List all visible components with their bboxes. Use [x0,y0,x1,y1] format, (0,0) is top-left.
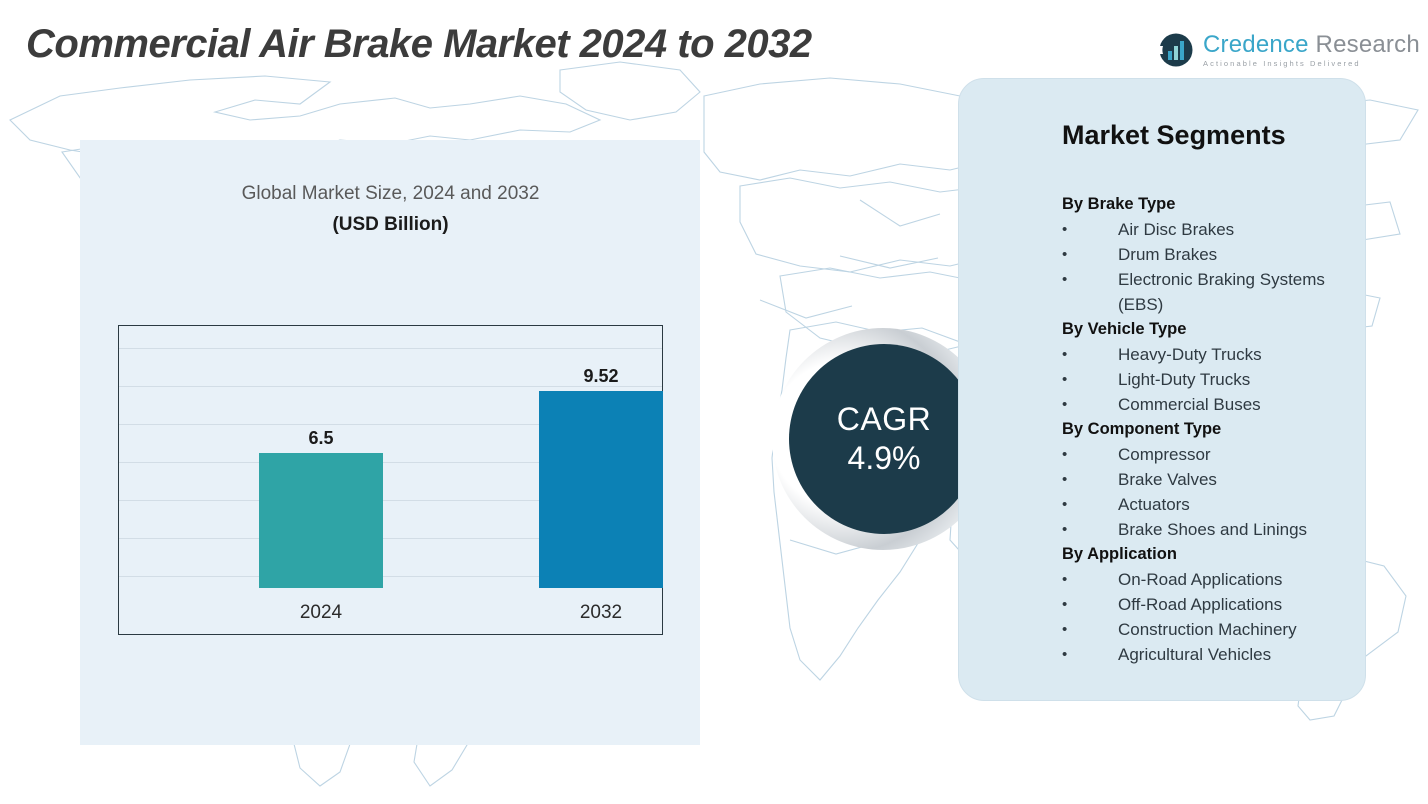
page-title: Commercial Air Brake Market 2024 to 2032 [26,22,812,66]
bullet-icon: • [1062,571,1068,588]
bullet-icon: • [1062,271,1068,288]
segment-list-item: • Construction Machinery [1062,617,1372,642]
gridline [119,386,662,387]
segment-list-item: • Light-Duty Trucks [1062,367,1372,392]
gridline [119,424,662,425]
segment-item-label: Heavy-Duty Trucks [1118,345,1262,364]
bullet-icon: • [1062,496,1068,513]
segment-group-heading: By Brake Type [1062,195,1176,213]
segment-group-heading: By Vehicle Type [1062,320,1187,338]
chart-subtitle: (USD Billion) [332,214,449,235]
segment-item-label: Brake Shoes and Linings [1118,520,1308,539]
segment-item-label: Construction Machinery [1118,620,1297,639]
gridline [119,348,662,349]
segment-list-item: • Off-Road Applications [1062,592,1372,617]
segment-item-label: Off-Road Applications [1118,595,1283,614]
chart-title: Global Market Size, 2024 and 2032 [241,183,540,204]
segment-list-item: • Air Disc Brakes [1062,217,1372,242]
segment-item-label: Drum Brakes [1118,245,1218,264]
segment-item-label: Agricultural Vehicles [1118,645,1272,664]
gridline [119,538,662,539]
bullet-icon: • [1062,471,1068,488]
bullet-icon: • [1062,646,1068,663]
logo-brand-primary: Credence [1203,30,1309,58]
brand-logo[interactable]: Credence Research Actionable Insights De… [1158,32,1420,68]
segment-group-heading: By Application [1062,545,1177,563]
segment-item-label: Brake Valves [1118,470,1217,489]
bar-2024 [259,453,383,588]
segment-item-label: Actuators [1118,495,1190,514]
segment-list-item: • Brake Shoes and Linings [1062,517,1372,542]
logo-brand-secondary: Research [1315,30,1420,58]
segment-item-label: Electronic Braking Systems (EBS) [1118,270,1325,314]
segment-list-item: • Drum Brakes [1062,242,1372,267]
bullet-icon: • [1062,221,1068,238]
gridline [119,576,662,577]
cagr-circle: CAGR 4.9% [789,344,979,534]
segment-group-heading: By Component Type [1062,420,1222,438]
segment-item-label: Commercial Buses [1118,395,1261,414]
segment-item-label: On-Road Applications [1118,570,1283,589]
logo-text-block: Credence Research Actionable Insights De… [1203,30,1420,68]
segment-list-item: • Commercial Buses [1062,392,1372,417]
market-segments-panel [958,78,1366,701]
bullet-icon: • [1062,521,1068,538]
cagr-label: CAGR [836,401,932,437]
market-segments-list: By Brake Type • Air Disc Brakes • Drum Brake… [1062,192,1372,667]
segment-list-item: • Compressor [1062,442,1372,467]
category-label-2024: 2024 [299,602,343,623]
bar-chart-plot-area: 6.5 2024 9.52 2032 [118,325,663,635]
bullet-icon: • [1062,371,1068,388]
bar-value-label-2032: 9.52 [583,366,619,386]
bullet-icon: • [1062,596,1068,613]
bullet-icon: • [1062,246,1068,263]
bar-value-label-2024: 6.5 [308,428,334,448]
logo-tagline: Actionable Insights Delivered [1203,58,1361,68]
cagr-badge: CAGR 4.9% [772,328,994,550]
segment-list-item: • Agricultural Vehicles [1062,642,1372,667]
bullet-icon: • [1062,346,1068,363]
segment-list-item: • Heavy-Duty Trucks [1062,342,1372,367]
segment-list-item: • Brake Valves [1062,467,1372,492]
segment-list-item: • On-Road Applications [1062,567,1372,592]
segment-item-label: Compressor [1118,445,1211,464]
bullet-icon: • [1062,446,1068,463]
segment-item-label: Air Disc Brakes [1118,220,1235,239]
gridline [119,462,662,463]
segment-list-item: • Actuators [1062,492,1372,517]
segment-item-label: Light-Duty Trucks [1118,370,1251,389]
cagr-value: 4.9% [847,440,921,476]
gridline [119,500,662,501]
market-segments-heading: Market Segments [1062,120,1286,150]
segment-list-item: • Electronic Braking Systems (EBS) [1062,267,1372,317]
bar-chart-circle-icon [1158,32,1194,68]
category-label-2032: 2032 [579,602,623,623]
bullet-icon: • [1062,621,1068,638]
bullet-icon: • [1062,396,1068,413]
bar-2032 [539,391,663,588]
